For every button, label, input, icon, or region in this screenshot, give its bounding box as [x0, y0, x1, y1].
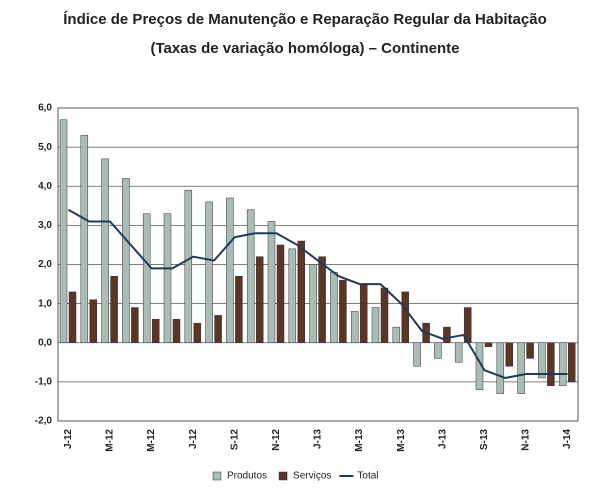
bar — [318, 256, 326, 343]
bar — [359, 283, 368, 343]
y-tick-label: -1,0 — [35, 377, 53, 388]
bar — [443, 326, 451, 344]
bar — [434, 342, 442, 359]
x-tick-label: M-13 — [354, 429, 365, 452]
bar — [558, 342, 567, 387]
bar — [371, 307, 380, 344]
x-tick-label: J-13 — [437, 429, 448, 449]
bar — [68, 291, 77, 344]
bar — [392, 326, 401, 344]
bar — [193, 322, 202, 343]
bar — [163, 213, 172, 343]
x-tick-label: J-12 — [188, 429, 199, 449]
bar — [205, 201, 213, 343]
bar — [131, 307, 139, 344]
x-tick-label: S-13 — [479, 429, 490, 451]
bar — [288, 248, 297, 344]
bar — [214, 315, 222, 343]
plot-border — [57, 107, 579, 422]
bar — [255, 256, 264, 343]
bar — [59, 119, 68, 343]
bar — [89, 299, 98, 343]
bar — [110, 275, 118, 343]
bar — [517, 342, 525, 394]
bar — [172, 319, 181, 343]
x-tick-label: J-14 — [562, 429, 573, 449]
bar — [567, 342, 576, 383]
y-tick-label: 4,0 — [38, 181, 52, 192]
y-tick-label: -2,0 — [35, 416, 53, 427]
bar — [226, 197, 234, 343]
bar — [309, 264, 317, 343]
bar — [235, 275, 243, 343]
bar — [413, 342, 421, 367]
x-tick-label: S-12 — [229, 429, 240, 451]
bar — [297, 240, 306, 343]
x-tick-label: M-12 — [105, 429, 116, 452]
y-tick-label: 1,0 — [38, 298, 52, 309]
legend-label: Produtos — [227, 471, 267, 482]
bar — [151, 319, 160, 343]
chart-subtitle: (Taxas de variação homóloga) – Continent… — [151, 40, 460, 57]
bar — [401, 291, 410, 344]
bar — [122, 178, 130, 343]
x-tick-label: J-13 — [313, 429, 324, 449]
bar — [246, 209, 255, 343]
bar — [142, 213, 151, 343]
bar — [496, 342, 505, 394]
y-tick-label: 3,0 — [38, 220, 52, 231]
bar — [538, 342, 546, 379]
bar — [350, 311, 359, 344]
chart-title: Índice de Preços de Manutenção e Reparaç… — [63, 11, 547, 28]
bar — [484, 342, 493, 347]
legend-label: Serviços — [293, 471, 331, 482]
bar — [380, 287, 389, 344]
bar — [505, 342, 514, 367]
bar — [80, 135, 89, 343]
bar — [276, 244, 285, 343]
bar — [330, 272, 338, 344]
bar — [547, 342, 555, 387]
bar — [267, 221, 276, 343]
bar — [101, 158, 109, 343]
bar — [339, 279, 347, 343]
legend-swatch — [212, 471, 222, 481]
bar — [526, 342, 534, 359]
x-tick-label: M-13 — [396, 429, 407, 452]
line — [67, 208, 568, 379]
y-tick-label: 6,0 — [38, 103, 52, 114]
x-tick-label: N-13 — [521, 429, 532, 451]
legend-label: Total — [357, 471, 378, 482]
bar — [454, 342, 463, 363]
x-tick-label: J-12 — [63, 429, 74, 449]
y-tick-label: 2,0 — [38, 259, 52, 270]
legend-swatch — [278, 471, 288, 481]
x-tick-label: N-12 — [271, 429, 282, 451]
y-tick-label: 5,0 — [38, 142, 52, 153]
y-tick-label: 0,0 — [38, 337, 52, 348]
x-tick-label: M-12 — [146, 429, 157, 452]
bar — [184, 189, 193, 343]
